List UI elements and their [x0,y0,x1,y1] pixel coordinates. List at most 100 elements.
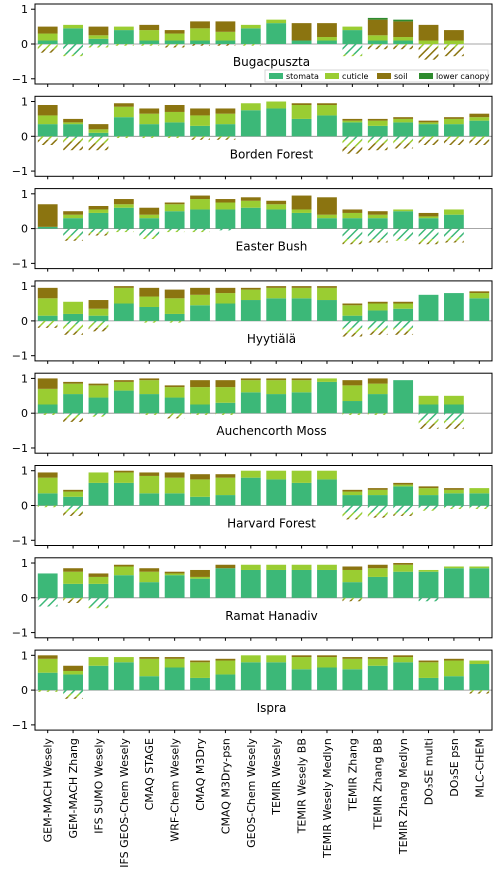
bar-stomata-pos [88,315,109,321]
bar-cuticle-neg [444,237,464,241]
bar-soil-pos [139,24,160,31]
bar-stomata-pos [240,392,261,414]
bar-soil-pos [63,381,83,384]
bar-cuticle-neg [342,327,363,334]
bar-stomata-pos [266,662,287,691]
x-tick-label: WRF-Chem Wesely [169,738,182,842]
bar-soil-neg [393,45,414,50]
bar-cuticle-pos [164,111,185,123]
bar-cuticle-pos [444,566,464,569]
panel-title: Ramat Hanadiv [225,609,317,623]
bar-soil-neg [63,331,83,335]
bar-stomata-pos [88,583,109,598]
bar-soil-pos [418,660,439,663]
bar-stomata-pos [37,672,58,691]
bar-cuticle-pos [240,655,261,663]
bar-stomata-neg [444,413,464,421]
bar-stomata-pos [291,40,312,44]
bar-soil-pos [418,486,439,489]
bar-soil-pos [367,378,388,384]
bar-soil-neg [444,423,464,429]
bar-stomata-pos [317,115,337,137]
bar-cuticle-pos [291,470,312,483]
bar-cuticle-pos [190,576,210,579]
bar-stomata-pos [37,573,58,598]
bar-cuticle-pos [190,479,210,497]
bar-cuticle-pos [418,395,439,405]
bar-cuticle-pos [444,395,464,405]
bar-cuticle-pos [317,470,337,480]
bar-cuticle-pos [164,658,185,668]
bar-stomata-pos [266,394,287,414]
bar-stomata-neg [88,413,109,415]
bar-soil-pos [190,287,210,295]
bar-stomata-pos [139,394,160,414]
bar-cuticle-pos [393,564,414,572]
bar-soil-pos [37,104,58,116]
bar-stomata-neg [342,320,363,328]
y-tick-label: −1 [12,719,28,732]
bar-stomata-pos [342,401,363,414]
bar-cuticle-pos [164,573,185,576]
bar-stomata-pos [444,493,464,506]
bar-soil-neg [63,512,83,516]
bar-cuticle-pos [215,387,236,403]
bar-stomata-pos [63,124,83,137]
bar-stomata-neg [88,136,109,139]
bar-cuticle-neg [113,230,134,233]
bar-stomata-pos [469,120,490,137]
bar-soil-pos [139,287,160,297]
bar-stomata-pos [190,677,210,691]
y-tick-label: −1 [12,350,28,363]
bar-stomata-pos [63,674,83,691]
bar-stomata-pos [469,493,490,506]
bar-stomata-neg [469,505,490,508]
bar-cuticle-pos [266,564,287,570]
bar-stomata-neg [393,136,414,140]
bar-soil-pos [291,655,312,658]
panel-7: −1 0 1 Ispra [12,649,493,734]
x-axis-labels: GEM-MACH Wesely GEM-MACH Zhang IFS SUMO We… [42,738,487,868]
bar-stomata-neg [367,505,388,513]
bar-stomata-neg [88,228,109,233]
bar-stomata-pos [113,390,134,414]
bar-cuticle-pos [418,122,439,125]
panel-6: −1 0 1 Ramat Hanadiv [12,557,493,641]
bar-stomata-neg [63,228,83,236]
bar-cuticle-neg [190,230,210,233]
bar-cuticle-pos [367,214,388,219]
bar-cuticle-pos [342,120,363,123]
bar-cuticle-neg [164,44,185,46]
bar-soil-pos [444,488,464,490]
x-tick-label: TEMIR Wesely [270,738,283,816]
bar-soil-pos [215,474,236,478]
bar-cuticle-pos [266,380,287,395]
bar-cuticle-neg [139,44,160,46]
bar-stomata-pos [164,40,185,44]
bar-cuticle-pos [393,118,414,123]
bar-soil-neg [88,143,109,151]
bar-soil-neg [342,333,363,337]
y-tick-label: 0 [21,38,28,51]
bar-cuticle-pos [164,33,185,41]
bar-soil-pos [291,103,312,105]
bar-stomata-pos [317,218,337,229]
bar-soil-pos [215,21,236,32]
bar-soil-pos [113,564,134,567]
bar-cuticle-pos [88,35,109,39]
bar-soil-pos [164,657,185,659]
bar-cuticle-pos [113,566,134,576]
bar-soil-pos [342,303,363,306]
bar-soil-neg [63,697,83,699]
panel-title: Ispra [257,701,287,715]
bar-cuticle-pos [113,26,134,31]
y-tick-label: 1 [21,280,28,293]
bar-cuticle-pos [291,104,312,119]
y-tick-label: 0 [21,315,28,328]
bar-cuticle-pos [342,26,363,31]
bar-stomata-neg [342,228,363,240]
bar-soil-pos [393,655,414,658]
bar-soil-pos [291,23,312,41]
bar-stomata-pos [113,117,134,137]
bar-stomata-pos [418,571,439,598]
